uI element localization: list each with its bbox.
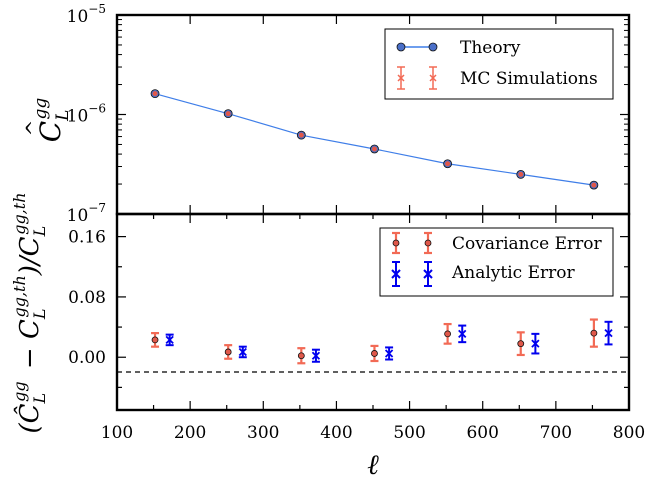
bottom-ticks [116,214,630,410]
x-tick-labels: 100 200 300 400 500 600 700 800 [101,423,645,443]
covariance-point [517,340,525,348]
legend-theory-marker-right [428,42,438,52]
svg-text:^: ^ [21,120,45,137]
top-panel: 10−7 10−6 10−5 Theory MC Simulations [67,2,631,226]
analytic-point [384,349,394,358]
bottom-panel: 0.00 0.08 0.16 100 200 300 400 500 600 700 800 Co… [68,212,645,443]
legend-covariance-label: Covariance Error [452,234,603,254]
bottom-data-marks [151,318,613,365]
legend-mc-label: MC Simulations [460,69,598,89]
covariance-point [444,330,452,338]
top-y-tick-labels: 10−7 10−6 10−5 [67,2,106,226]
mc-point [152,91,158,97]
legend-mc-marker [397,66,437,90]
x-tick-label: 700 [540,423,572,443]
covariance-point [151,336,159,344]
mc-point [225,111,231,117]
covariance-point [297,352,305,360]
mc-point [591,182,597,188]
svg-text:(ĈLgg − CLgg,th)/CLgg,th: (ĈLgg − CLgg,th)/CLgg,th [10,192,49,433]
bottom-y-axis-label: (ĈLgg − CLgg,th)/CLgg,th [10,192,49,433]
x-axis-label: ℓ [367,448,379,481]
top-legend: Theory MC Simulations [384,28,614,100]
bottom-y-tick-label: 0.16 [68,228,106,248]
bottom-legend: Covariance Error Analytic Error [379,227,614,297]
x-tick-label: 600 [466,423,498,443]
x-tick-label: 300 [247,423,279,443]
top-legend-box [384,28,614,100]
analytic-point [531,339,540,348]
covariance-point [371,350,378,357]
mc-point [298,132,304,138]
top-y-axis-label: CLgg ^ [21,98,73,143]
bottom-y-tick-labels: 0.00 0.08 0.16 [68,228,106,369]
top-y-tick-label: 10−7 [67,201,106,226]
x-tick-label: 800 [613,423,645,443]
legend-theory-marker-left [396,42,406,52]
analytic-point [458,329,467,338]
top-y-tick-label: 10−5 [67,2,106,27]
legend-analytic-label: Analytic Error [451,263,575,283]
x-tick-label: 400 [320,423,352,443]
mc-point [518,171,524,177]
x-tick-label: 100 [101,423,133,443]
top-ticks [116,14,630,215]
legend-covariance-dot-left [392,239,400,247]
analytic-point [238,347,247,357]
x-tick-label: 200 [174,423,206,443]
bottom-y-tick-label: 0.00 [68,348,106,368]
bottom-y-tick-label: 0.08 [68,288,106,308]
top-data-marks [150,89,599,190]
analytic-point [311,351,321,360]
covariance-point [590,329,598,337]
x-tick-label: 500 [393,423,425,443]
analytic-point [604,328,613,338]
legend-analytic-marker [391,261,433,287]
analytic-point [165,335,174,345]
theory-line [154,93,594,186]
mc-point [371,146,377,152]
covariance-point [224,348,232,356]
top-y-tick-label: 10−6 [67,102,106,127]
mc-point [445,161,451,167]
legend-covariance-dot-right [424,239,432,247]
legend-theory-label: Theory [460,38,521,58]
bottom-legend-box [379,227,614,297]
